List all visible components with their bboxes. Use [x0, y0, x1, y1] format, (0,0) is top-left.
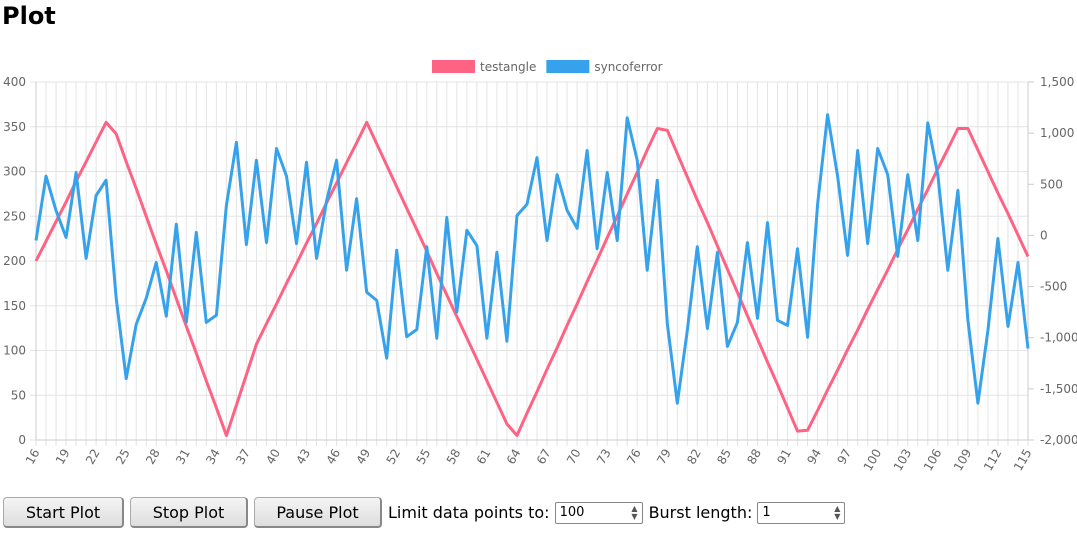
y2-tick-label: 500 — [1040, 177, 1063, 191]
x-tick-label: 58 — [444, 447, 464, 467]
spinner: ▲ ▼ — [834, 503, 841, 521]
x-tick-label: 67 — [534, 447, 554, 467]
y2-tick-label: -2,000 — [1040, 433, 1077, 447]
y-tick-label: 250 — [3, 209, 26, 223]
x-tick-label: 22 — [83, 447, 103, 467]
y-tick-label: 100 — [3, 344, 26, 358]
x-tick-label: 97 — [834, 447, 854, 467]
page-title: Plot — [2, 2, 56, 30]
x-tick-label: 103 — [891, 447, 915, 474]
start-button[interactable]: Start Plot — [3, 497, 124, 528]
x-tick-label: 34 — [203, 447, 223, 467]
burst-input[interactable]: 1 ▲ ▼ — [757, 501, 846, 524]
stop-button[interactable]: Stop Plot — [130, 497, 248, 528]
chart: 050100150200250300350400-2,000-1,500-1,0… — [3, 60, 1077, 474]
limit-label: Limit data points to: — [388, 503, 550, 522]
x-tick-label: 70 — [564, 447, 584, 467]
x-tick-label: 25 — [113, 447, 133, 467]
series-line — [34, 120, 1030, 437]
x-tick-label: 106 — [921, 447, 945, 474]
x-tick-label: 94 — [804, 447, 824, 467]
x-tick-label: 73 — [594, 447, 614, 467]
controls: Start Plot Stop Plot Pause Plot Limit da… — [3, 496, 851, 529]
x-tick-label: 31 — [173, 447, 193, 467]
burst-value: 1 — [762, 505, 771, 520]
x-tick-label: 49 — [353, 447, 373, 467]
x-tick-label: 19 — [53, 447, 73, 467]
x-tick-label: 85 — [714, 447, 734, 467]
y-tick-label: 0 — [18, 433, 26, 447]
y-tick-label: 200 — [3, 254, 26, 268]
legend-swatch — [546, 60, 590, 73]
y-tick-label: 400 — [3, 75, 26, 89]
x-tick-label: 88 — [744, 447, 764, 467]
x-tick-label: 82 — [684, 447, 704, 467]
y2-tick-label: -500 — [1040, 280, 1067, 294]
x-tick-label: 43 — [293, 447, 313, 467]
limit-input[interactable]: 100 ▲ ▼ — [554, 501, 643, 524]
x-tick-label: 40 — [263, 447, 283, 467]
x-tick-label: 46 — [323, 447, 343, 467]
y2-tick-label: -1,500 — [1040, 382, 1077, 396]
y2-tick-label: -1,000 — [1040, 331, 1077, 345]
x-tick-label: 64 — [504, 447, 524, 467]
x-tick-label: 55 — [414, 447, 434, 467]
pause-button[interactable]: Pause Plot — [254, 497, 382, 528]
y-tick-label: 50 — [11, 388, 26, 402]
x-tick-label: 112 — [981, 447, 1005, 474]
y-tick-label: 350 — [3, 120, 26, 134]
x-tick-label: 61 — [474, 447, 494, 467]
x-tick-label: 115 — [1011, 447, 1035, 474]
x-tick-label: 37 — [233, 447, 253, 467]
legend-label: testangle — [480, 60, 536, 74]
y2-tick-label: 1,000 — [1040, 126, 1074, 140]
x-tick-label: 91 — [774, 447, 794, 467]
spinner: ▲ ▼ — [631, 503, 638, 521]
legend-label: syncoferror — [594, 60, 662, 74]
y-tick-label: 150 — [3, 299, 26, 313]
series-line — [34, 113, 1030, 405]
burst-label: Burst length: — [648, 503, 753, 522]
y2-tick-label: 1,500 — [1040, 75, 1074, 89]
legend-swatch — [432, 60, 475, 73]
x-tick-label: 16 — [23, 447, 43, 467]
x-tick-label: 52 — [384, 447, 404, 467]
x-tick-label: 100 — [861, 447, 885, 474]
y2-tick-label: 0 — [1040, 228, 1048, 242]
x-tick-label: 109 — [951, 447, 975, 474]
x-tick-label: 76 — [624, 447, 644, 467]
y-tick-label: 300 — [3, 165, 26, 179]
x-tick-label: 79 — [654, 447, 674, 467]
x-tick-label: 28 — [143, 447, 163, 467]
limit-value: 100 — [559, 505, 585, 520]
